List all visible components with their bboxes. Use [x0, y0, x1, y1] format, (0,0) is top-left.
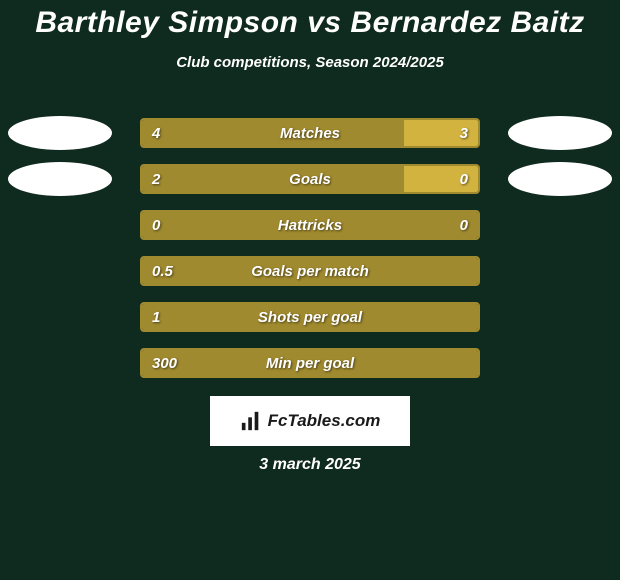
page-title: Barthley Simpson vs Bernardez Baitz	[0, 0, 620, 40]
stat-bar: Goals20	[140, 164, 480, 194]
stat-bar-left-fill	[142, 258, 478, 284]
stat-bar-left-fill	[142, 304, 478, 330]
stat-bar: Min per goal300	[140, 348, 480, 378]
logo-text: FcTables.com	[268, 411, 381, 431]
stat-row: Matches43	[0, 110, 620, 156]
stat-bar: Goals per match0.5	[140, 256, 480, 286]
infographic-canvas: Barthley Simpson vs Bernardez Baitz Club…	[0, 0, 620, 580]
stat-bar-right-fill	[404, 166, 478, 192]
player-avatar-right	[508, 162, 612, 196]
stat-bar-right-fill	[404, 120, 478, 146]
player-avatar-left	[8, 162, 112, 196]
date-caption: 3 march 2025	[0, 456, 620, 474]
stat-bar: Hattricks00	[140, 210, 480, 240]
player-avatar-right	[508, 116, 612, 150]
player-avatar-left	[8, 116, 112, 150]
bar-chart-icon	[240, 410, 262, 432]
stat-bar-left-fill	[142, 166, 404, 192]
stat-row: Min per goal300	[0, 340, 620, 386]
stat-bar-left-fill	[142, 350, 478, 376]
stat-row: Hattricks00	[0, 202, 620, 248]
page-subtitle: Club competitions, Season 2024/2025	[0, 54, 620, 71]
stat-bar-left-fill	[142, 212, 478, 238]
comparison-chart: Matches43 Goals20 Hattricks00 Goals per mat…	[0, 110, 620, 386]
stat-bar: Shots per goal1	[140, 302, 480, 332]
stat-bar: Matches43	[140, 118, 480, 148]
logo-badge: FcTables.com	[210, 396, 410, 446]
stat-row: Goals per match0.5	[0, 248, 620, 294]
stat-row: Goals20	[0, 156, 620, 202]
stat-row: Shots per goal1	[0, 294, 620, 340]
stat-bar-left-fill	[142, 120, 404, 146]
